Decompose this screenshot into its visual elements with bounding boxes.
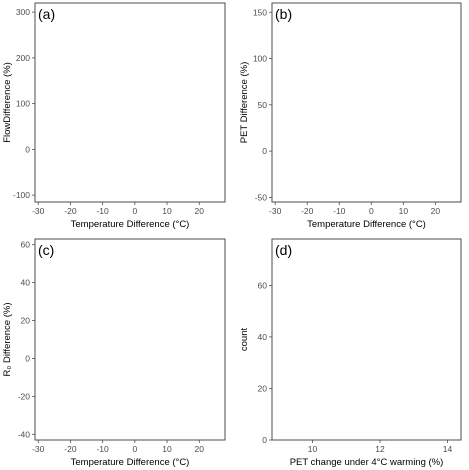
- x-tick-label: 20: [195, 206, 205, 216]
- y-tick-label: -100: [13, 190, 30, 200]
- panel-border: [34, 2, 226, 203]
- panel-a: 20.2-30-20-1001020-1000100200300Temperat…: [2, 2, 226, 230]
- x-tick-label: -20: [64, 206, 77, 216]
- panel-tag-label: (a): [38, 6, 55, 22]
- x-tick-label: 0: [132, 206, 137, 216]
- y-axis-title: FlowDifference (%): [2, 62, 13, 143]
- panel-b: 19.9-30-20-1001020-50050100150Temperatur…: [239, 2, 462, 230]
- x-tick-label: 10: [162, 206, 172, 216]
- x-tick-label: -30: [32, 206, 45, 216]
- y-tick-label: 0: [25, 144, 30, 154]
- y-tick-label: 100: [16, 99, 30, 109]
- x-axis-title: Temperature Difference (°C): [71, 219, 190, 230]
- x-tick-label: -10: [96, 206, 109, 216]
- y-tick-label: 300: [16, 7, 30, 17]
- y-tick-label: 200: [16, 53, 30, 63]
